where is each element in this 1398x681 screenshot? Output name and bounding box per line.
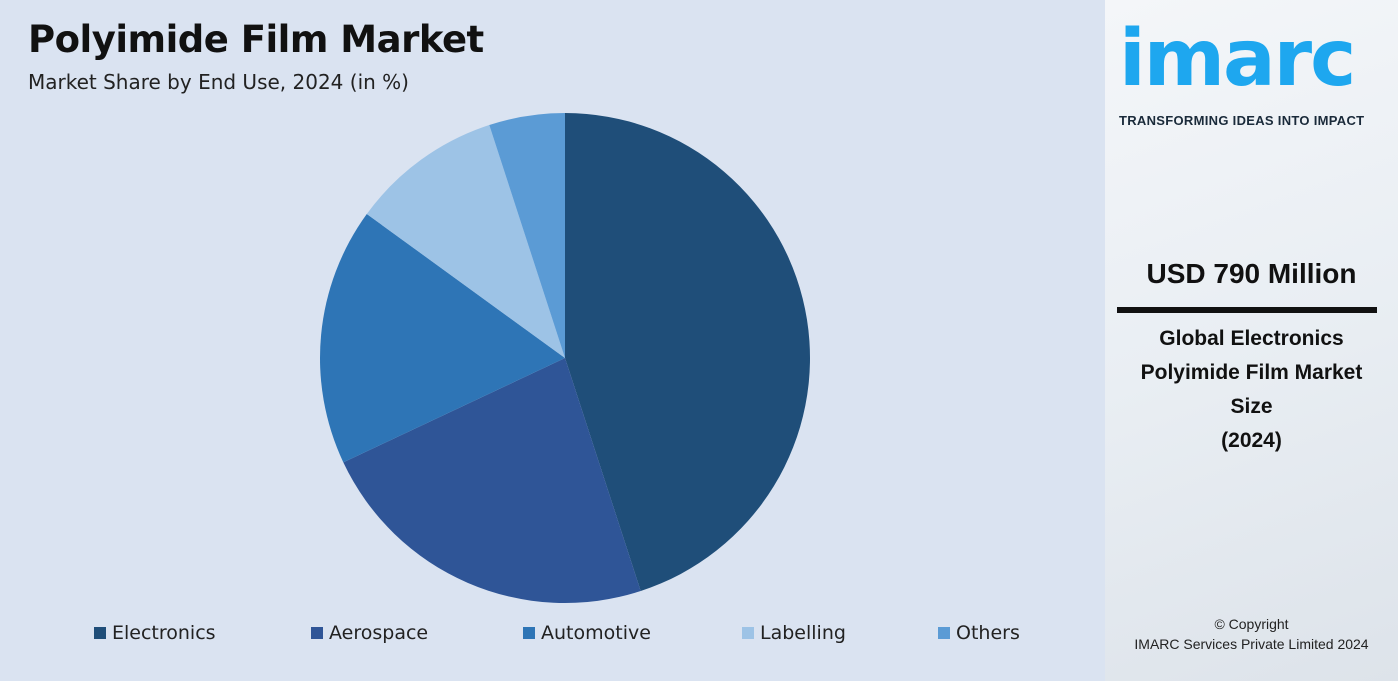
desc-line: Size bbox=[1230, 395, 1273, 418]
legend-item-aerospace: Aerospace bbox=[311, 622, 428, 644]
chart-subtitle: Market Share by End Use, 2024 (in %) bbox=[28, 70, 409, 94]
legend-label: Electronics bbox=[112, 622, 216, 644]
legend-label: Aerospace bbox=[329, 622, 429, 644]
legend-label: Labelling bbox=[760, 622, 846, 644]
legend-swatch bbox=[523, 627, 535, 639]
chart-title: Polyimide Film Market bbox=[28, 18, 484, 61]
copyright: © Copyright IMARC Services Private Limit… bbox=[1105, 614, 1398, 654]
pie-slice-aerospace bbox=[343, 358, 641, 603]
legend-swatch bbox=[94, 627, 106, 639]
legend: Electronics Aerospace Automotive Labelling O… bbox=[0, 622, 1105, 646]
tagline: TRANSFORMING IDEAS INTO IMPACT bbox=[1119, 113, 1365, 128]
chart-area: Polyimide Film Market Market Share by En… bbox=[0, 0, 1105, 681]
company-name: IMARC Services Private Limited 2024 bbox=[1134, 636, 1369, 652]
legend-swatch bbox=[742, 627, 754, 639]
divider bbox=[1117, 307, 1377, 313]
copyright-label: © Copyright bbox=[1214, 616, 1289, 632]
desc-line: Global Electronics bbox=[1159, 327, 1344, 350]
legend-label: Automotive bbox=[541, 622, 651, 644]
legend-swatch bbox=[938, 627, 950, 639]
market-value: USD 790 Million bbox=[1146, 258, 1357, 289]
legend-item-automotive: Automotive bbox=[523, 622, 651, 644]
pie-slice-automotive bbox=[319, 213, 565, 463]
pie-slice-labelling bbox=[366, 124, 565, 358]
legend-swatch bbox=[311, 627, 323, 639]
sidebar-panel: imarc TRANSFORMING IDEAS INTO IMPACT USD… bbox=[1105, 0, 1398, 681]
legend-item-labelling: Labelling bbox=[742, 622, 846, 644]
desc-line: (2024) bbox=[1221, 429, 1282, 452]
legend-item-electronics: Electronics bbox=[94, 622, 216, 644]
desc-line: Polyimide Film Market bbox=[1140, 361, 1363, 384]
legend-label: Others bbox=[956, 622, 1020, 644]
imarc-logo: imarc bbox=[1119, 14, 1356, 104]
pie-slice-electronics bbox=[565, 113, 810, 592]
pie-chart bbox=[319, 113, 810, 603]
pie-slice-others bbox=[489, 113, 565, 358]
market-description: Global Electronics Polyimide Film Market… bbox=[1105, 322, 1398, 458]
legend-item-others: Others bbox=[938, 622, 1020, 644]
